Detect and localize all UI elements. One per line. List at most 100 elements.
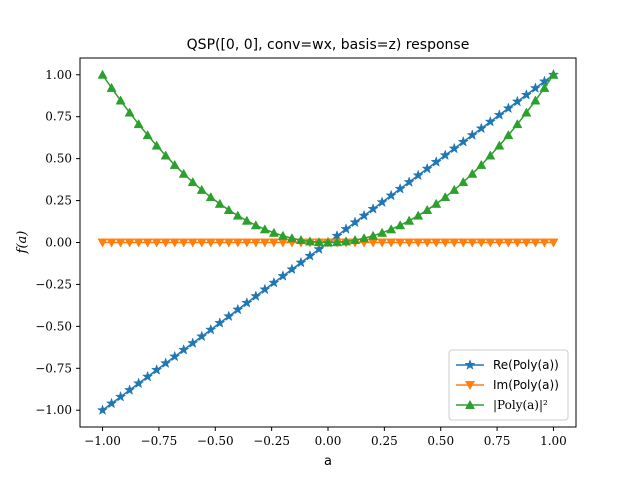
x-tick-label: −0.50: [197, 434, 234, 448]
x-tick-label: −0.75: [141, 434, 178, 448]
data-point: [286, 263, 298, 275]
data-point: [449, 184, 460, 194]
data-point: [349, 216, 361, 228]
data-point: [439, 149, 451, 161]
data-point: [250, 290, 262, 301]
data-point: [331, 237, 343, 247]
data-point: [367, 202, 379, 214]
data-point: [476, 159, 487, 169]
data-point: [160, 150, 171, 160]
y-tick-label: 0.25: [45, 194, 72, 208]
y-tick-label: −0.50: [35, 319, 72, 333]
data-point: [502, 102, 515, 114]
data-point: [114, 390, 127, 402]
data-point: [133, 238, 144, 248]
data-point: [548, 238, 559, 248]
data-point: [259, 224, 270, 234]
data-point: [421, 162, 433, 174]
data-point: [277, 270, 289, 281]
data-point: [386, 224, 397, 234]
data-point: [160, 357, 172, 369]
data-point: [493, 109, 506, 120]
data-point: [142, 130, 153, 140]
data-point: [457, 135, 469, 147]
data-point: [241, 296, 253, 308]
data-point: [205, 323, 217, 335]
data-point: [539, 238, 550, 248]
data-point: [214, 317, 226, 328]
data-point: [205, 192, 216, 202]
data-point: [259, 238, 270, 248]
data-point: [394, 182, 406, 194]
data-point: [124, 238, 135, 248]
data-point: [322, 237, 334, 247]
data-point: [503, 238, 514, 248]
x-tick-label: 0.50: [427, 434, 454, 448]
data-point: [385, 189, 397, 201]
data-point: [377, 238, 388, 248]
data-point: [304, 249, 316, 261]
data-point: [376, 196, 388, 208]
data-point: [548, 69, 559, 79]
data-point: [449, 238, 460, 248]
data-point: [512, 119, 523, 129]
data-point: [422, 204, 433, 214]
data-point: [403, 176, 415, 187]
data-point: [494, 140, 505, 150]
data-point: [277, 230, 288, 240]
data-point: [96, 404, 109, 416]
data-point: [413, 238, 424, 248]
legend: Re(Poly(a)) Im(Poly(a)) |Poly(a)|²: [448, 349, 569, 421]
data-point: [97, 238, 108, 248]
legend-frame: [448, 349, 569, 421]
legend-marker: [464, 381, 476, 391]
data-point: [259, 283, 271, 295]
chart-title: QSP([0, 0], conv=wx, basis=z) response: [187, 37, 470, 53]
data-point: [142, 238, 153, 248]
legend-marker: [464, 359, 476, 370]
data-point: [431, 238, 442, 248]
data-point: [223, 310, 235, 322]
data-point: [214, 198, 225, 208]
data-point: [485, 150, 496, 160]
data-point: [268, 276, 280, 288]
data-point: [97, 69, 108, 79]
data-point: [232, 238, 243, 248]
data-point: [395, 220, 406, 230]
data-point: [377, 227, 388, 237]
data-point: [475, 122, 487, 134]
data-point: [268, 238, 279, 248]
data-point: [503, 130, 514, 140]
legend-marker: [464, 399, 476, 409]
x-tick-label: 0.00: [315, 434, 342, 448]
data-point: [196, 184, 207, 194]
data-point: [115, 95, 126, 105]
x-tick-label: 0.75: [484, 434, 511, 448]
data-point: [105, 397, 118, 409]
data-point: [196, 238, 207, 248]
data-point: [512, 238, 523, 248]
data-point: [529, 82, 542, 94]
data-point: [448, 142, 460, 154]
data-point: [141, 370, 154, 382]
y-axis: −1.00 −0.75 −0.50 −0.25 0.00 0.25 0.50 0.75 1.00: [35, 68, 80, 417]
x-axis: −1.00 −0.75 −0.50 −0.25 0.00 0.25 0.50 0.75 1.00: [84, 427, 567, 448]
data-point: [178, 168, 189, 178]
data-point: [530, 238, 541, 248]
data-point: [178, 238, 189, 248]
data-point: [458, 177, 469, 187]
data-point: [476, 238, 487, 248]
series-3: [97, 69, 559, 247]
data-point: [295, 234, 306, 245]
axes-frame: [79, 57, 577, 428]
data-point: [232, 210, 243, 220]
data-point: [422, 238, 433, 248]
series-1: [96, 68, 560, 416]
data-point: [340, 223, 352, 234]
y-tick-label: −0.25: [35, 277, 72, 291]
data-point: [187, 177, 198, 187]
data-point: [467, 168, 478, 178]
data-point: [160, 238, 171, 248]
data-point: [359, 233, 370, 243]
